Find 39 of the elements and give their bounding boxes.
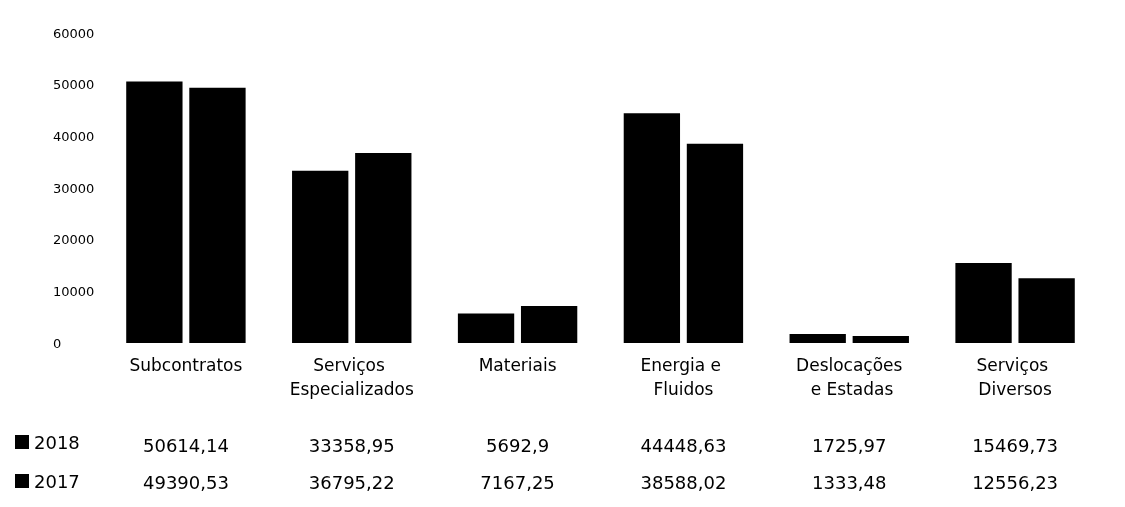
- bar: [189, 87, 246, 343]
- legend-label: 2018: [34, 431, 80, 453]
- data-label: 49390,53: [142, 471, 229, 493]
- x-tick-label: Materiais: [478, 355, 557, 375]
- y-tick-label: 50000: [53, 77, 95, 93]
- x-tick-label: Energia e Fluidos: [640, 355, 727, 399]
- legend-label: 2017: [34, 470, 80, 492]
- y-tick-label: 0: [53, 335, 62, 351]
- bar: [1018, 278, 1075, 343]
- y-tick-label: 60000: [53, 25, 95, 41]
- bar: [789, 334, 846, 343]
- x-tick-label: Subcontratos: [129, 355, 243, 375]
- bar: [955, 263, 1012, 343]
- bar: [457, 313, 515, 343]
- data-label: 12556,23: [972, 471, 1059, 493]
- data-label: 33358,95: [308, 434, 395, 456]
- bar: [520, 305, 578, 343]
- y-tick-label: 10000: [53, 283, 95, 299]
- y-tick-label: 20000: [53, 232, 95, 248]
- data-label: 38588,02: [640, 471, 727, 493]
- bar: [292, 170, 349, 343]
- bar: [355, 152, 412, 343]
- x-tick-label: Serviços Especializados: [289, 355, 414, 399]
- data-label: 1333,48: [812, 471, 887, 493]
- bar: [686, 143, 744, 343]
- bar: [126, 81, 183, 343]
- data-label: 1725,97: [812, 434, 887, 456]
- data-label: 15469,73: [972, 434, 1059, 456]
- x-tick-label: Serviços Diversos: [976, 355, 1054, 399]
- bar: [852, 336, 909, 343]
- data-label: 5692,9: [486, 434, 550, 456]
- y-tick-label: 30000: [53, 180, 95, 196]
- x-tick-label: Deslocações e Estadas: [796, 355, 903, 399]
- data-label: 50614,14: [142, 434, 229, 456]
- data-label: 7167,25: [480, 471, 555, 493]
- data-label: 36795,22: [308, 471, 395, 493]
- data-label: 44448,63: [640, 434, 727, 456]
- y-tick-label: 40000: [53, 128, 95, 144]
- bar: [623, 113, 681, 343]
